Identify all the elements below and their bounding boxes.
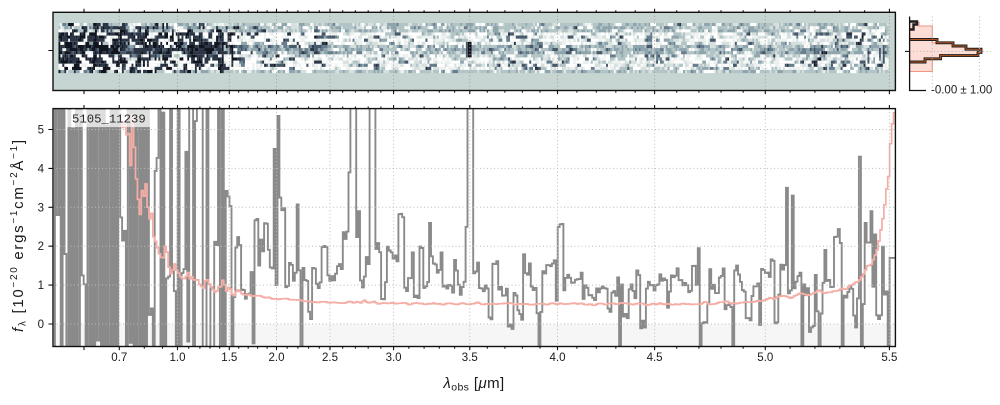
svg-text:1: 1	[38, 280, 44, 292]
svg-text:4: 4	[38, 163, 45, 175]
svg-text:4.5: 4.5	[647, 352, 663, 364]
svg-text:5105_11239: 5105_11239	[72, 113, 146, 127]
svg-text:5: 5	[38, 125, 44, 137]
svg-text:0.7: 0.7	[111, 352, 127, 364]
svg-text:1.5: 1.5	[221, 352, 237, 364]
svg-text:λobs [μm]: λobs [μm]	[442, 375, 504, 394]
svg-text:2.0: 2.0	[269, 352, 285, 364]
svg-text:2.5: 2.5	[322, 352, 338, 364]
svg-text:5.5: 5.5	[881, 352, 897, 364]
svg-text:2: 2	[38, 241, 44, 253]
svg-text:3.5: 3.5	[462, 352, 478, 364]
svg-text:0: 0	[38, 319, 44, 331]
svg-text:-0.00 ± 1.00: -0.00 ± 1.00	[931, 85, 992, 97]
svg-text:4.0: 4.0	[550, 352, 566, 364]
svg-text:1.0: 1.0	[170, 352, 186, 364]
svg-text:3: 3	[38, 202, 44, 214]
svg-text:5.0: 5.0	[757, 352, 773, 364]
svg-text:fλ [10−20 ergs−1cm−2Å−1]: fλ [10−20 ergs−1cm−2Å−1]	[9, 138, 29, 332]
svg-text:3.0: 3.0	[386, 352, 402, 364]
